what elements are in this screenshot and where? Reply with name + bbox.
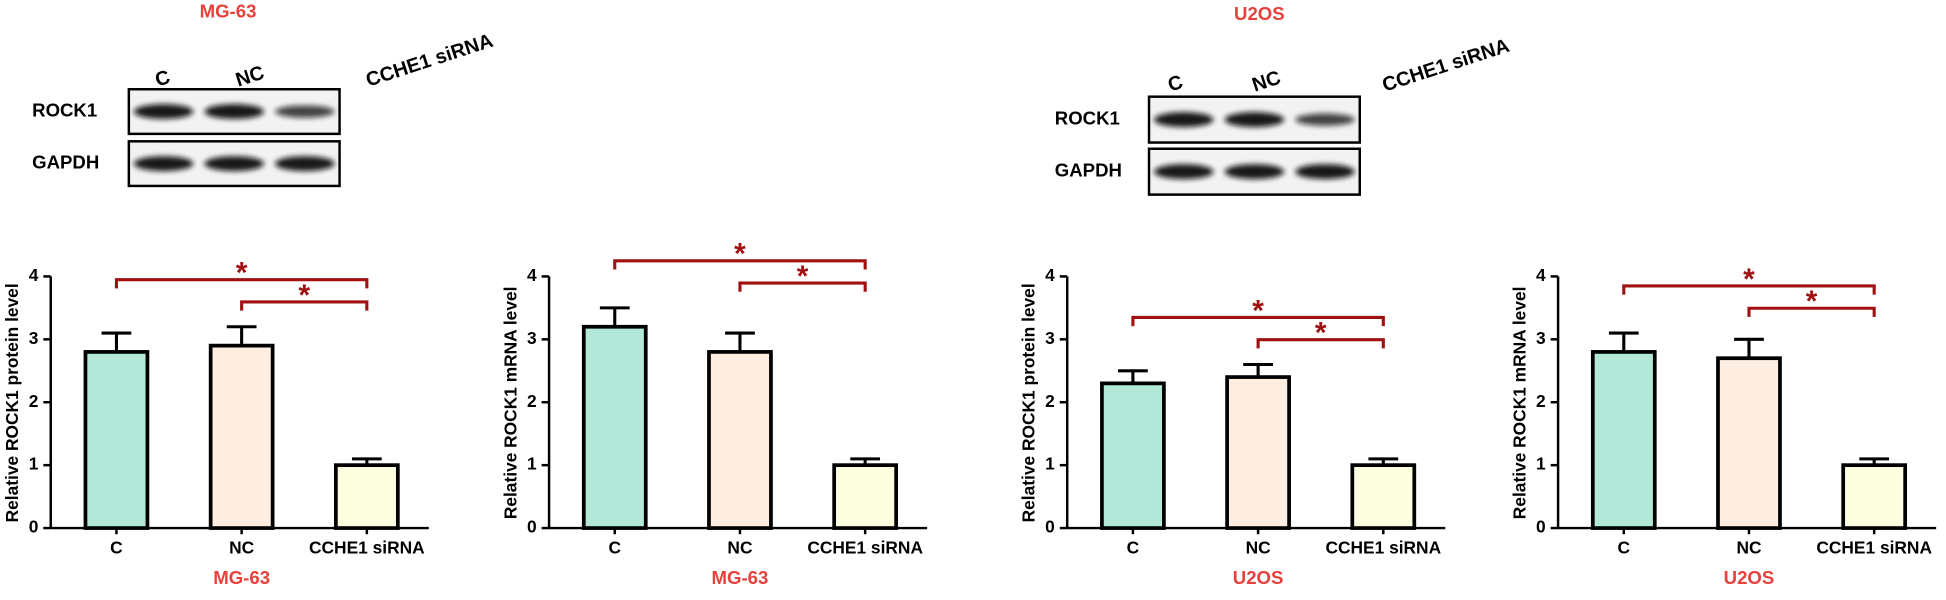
blot-band [133,156,194,172]
x-axis-label: U2OS [1233,567,1284,588]
significance-mark: * [236,257,248,290]
lane-label: NC [1250,67,1284,97]
bar [707,350,773,530]
bar [1225,375,1291,530]
significance-mark: * [734,238,746,271]
lane-label: C [1165,71,1185,96]
y-tick-label: 3 [1536,328,1546,348]
y-tick-label: 2 [527,391,537,411]
significance-bracket [1256,338,1385,349]
row-label: ROCK1 [1055,108,1120,129]
y-tick-label: 4 [29,265,39,285]
significance-bracket [1747,306,1876,317]
row-label: ROCK1 [32,99,97,120]
y-tick-label: 4 [527,265,537,285]
blot-band [204,104,264,119]
significance-bracket [1131,315,1385,327]
x-tick-label: C [1127,538,1140,558]
y-tick-label: 3 [1045,328,1055,348]
y-tick-label: 3 [29,328,39,348]
blot-band [133,104,194,119]
x-axis-label: U2OS [1724,567,1775,588]
y-axis-label: Relative ROCK1 protein level [1019,283,1039,522]
blot-band [1295,113,1355,126]
blot-band [1224,112,1285,128]
y-tick-label: 2 [1536,391,1546,411]
y-tick-label: 0 [1536,517,1546,537]
x-tick-label: C [1618,538,1631,558]
bar [832,463,899,530]
blot-band [1295,164,1355,180]
x-tick-label: NC [1246,538,1272,558]
significance-mark: * [797,260,809,293]
x-tick-label: NC [727,538,753,558]
bar [581,324,648,530]
lane-label: NC [233,62,267,92]
row-label: GAPDH [32,152,99,173]
x-axis-label: MG-63 [213,567,270,588]
y-axis-label: Relative ROCK1 mRNA level [1509,287,1529,520]
row-label: GAPDH [1055,160,1122,181]
x-tick-label: CCHE1 siRNA [1325,538,1441,558]
significance-mark: * [1743,263,1755,296]
bar [208,343,275,530]
x-tick-label: NC [229,538,255,558]
significance-bracket [114,278,369,289]
x-axis-label: MG-63 [712,567,769,588]
bar [83,350,150,530]
lane-label: C [152,66,172,91]
y-tick-label: 1 [29,454,39,474]
significance-bracket [1622,284,1876,295]
bar [1841,463,1908,530]
x-tick-label: CCHE1 siRNA [1816,538,1932,558]
y-tick-label: 1 [1536,454,1546,474]
lane-label: CCHE1 siRNA [363,30,496,92]
blot-band [1224,164,1285,180]
y-axis-label: Relative ROCK1 mRNA level [500,287,520,520]
blot-band [275,156,335,172]
y-tick-label: 4 [1045,265,1055,285]
y-tick-label: 0 [29,517,39,537]
blot-title: U2OS [1234,3,1285,24]
y-tick-label: 3 [527,328,537,348]
significance-mark: * [1252,294,1264,327]
significance-bracket [613,259,867,270]
blot-band [204,156,264,172]
lane-label: CCHE1 siRNA [1380,35,1513,97]
y-tick-label: 0 [1045,517,1055,537]
x-tick-label: NC [1736,538,1762,558]
blot-band [1153,164,1214,180]
y-tick-label: 2 [29,391,39,411]
bar [1590,350,1657,530]
y-tick-label: 4 [1536,265,1546,285]
blot-title: MG-63 [200,0,257,21]
significance-bracket [738,281,867,292]
y-tick-label: 0 [527,517,537,537]
x-tick-label: C [110,538,123,558]
y-axis-label: Relative ROCK1 protein level [2,283,22,522]
significance-bracket [240,300,369,311]
bar [1716,356,1782,530]
significance-mark: * [1315,317,1327,350]
bar [1350,463,1417,530]
bar [333,463,400,530]
blot-band [1153,112,1214,128]
x-tick-label: C [608,538,621,558]
bar [1100,381,1166,530]
y-tick-label: 1 [527,454,537,474]
y-tick-label: 2 [1045,391,1055,411]
significance-mark: * [298,279,310,312]
x-tick-label: CCHE1 siRNA [807,538,923,558]
y-tick-label: 1 [1045,454,1055,474]
significance-mark: * [1806,285,1818,318]
blot-band [275,105,335,118]
x-tick-label: CCHE1 siRNA [309,538,425,558]
